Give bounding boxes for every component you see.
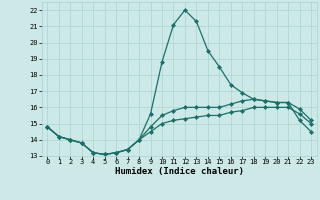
X-axis label: Humidex (Indice chaleur): Humidex (Indice chaleur) — [115, 167, 244, 176]
